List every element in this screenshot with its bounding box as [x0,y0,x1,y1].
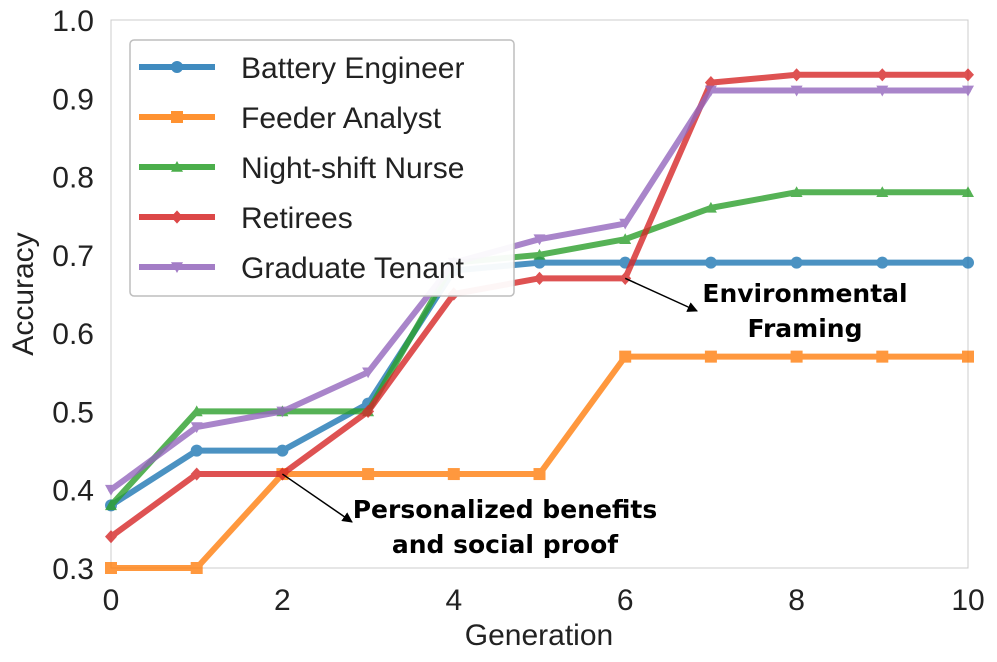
annotation-arrow [624,277,698,312]
data-point [962,256,974,269]
legend-item [139,161,215,172]
legend-label: Battery Engineer [241,52,464,85]
data-point [790,85,803,97]
data-point [533,468,546,481]
data-point [105,562,117,574]
data-point [790,350,803,363]
y-tick-label: 0.3 [52,553,94,586]
legend-item [139,262,215,273]
data-point [962,85,974,97]
data-point [105,499,117,511]
legend-label: Night-shift Nurse [241,152,464,185]
data-point [362,468,375,481]
data-point [962,350,974,363]
legend-marker [171,262,183,273]
legend-marker [171,111,183,123]
legend-item [139,111,215,123]
legend-label: Retirees [241,202,353,235]
y-tick-label: 0.6 [52,318,94,351]
data-point [105,484,117,496]
y-tick-label: 1.0 [52,5,94,38]
data-point [362,404,375,419]
data-point [704,201,717,213]
data-point [105,530,117,544]
data-point [962,186,974,198]
y-tick-label: 0.9 [52,83,94,116]
data-point [704,256,717,269]
x-tick-label: 2 [274,584,291,617]
data-point [962,68,974,82]
data-point [447,468,460,481]
data-point [790,256,803,269]
data-point [876,85,889,97]
data-point [876,68,889,82]
annotation-label: Framing [748,314,863,343]
annotation-label: and social proof [392,530,619,559]
legend-marker [171,61,183,73]
x-tick-label: 8 [788,584,805,617]
annotation-label: Personalized benefits [353,495,658,524]
data-point [619,350,632,363]
legend-marker [171,161,183,172]
y-tick-label: 0.8 [52,162,94,195]
data-point [704,76,717,90]
data-point [533,271,546,285]
legend-box [129,39,515,297]
data-point [533,256,546,269]
data-point [190,467,203,481]
legend-marker [171,210,183,224]
data-point [190,562,203,574]
data-point [276,444,289,457]
data-point [276,406,289,418]
data-point [619,233,632,244]
y-axis: 0.3 0.4 0.5 0.6 0.7 0.8 0.9 1.0 [52,5,94,586]
data-point [704,350,717,363]
y-axis-title: Accuracy [7,232,40,355]
data-point [619,218,632,230]
data-point [876,350,889,363]
x-tick-label: 4 [445,584,462,617]
data-point [876,186,889,198]
data-point [533,234,546,246]
data-point [190,422,203,434]
legend-item [139,61,215,73]
y-tick-label: 0.5 [52,396,94,429]
annotation-layer: Personalized benefits and social proof Env… [281,277,908,559]
x-axis-title: Generation [465,619,613,652]
legend-item [139,210,215,224]
legend-label: Graduate Tenant [241,252,465,285]
data-point [790,186,803,198]
legend-label: Feeder Analyst [241,102,442,135]
data-point [190,405,203,417]
x-tick-label: 0 [103,584,120,617]
x-tick-label: 10 [951,584,984,617]
data-point [704,85,717,97]
series-graduate-tenant [105,85,974,496]
y-tick-label: 0.7 [52,240,94,273]
data-point [876,256,889,269]
annotation-arrow [281,473,353,523]
y-tick-label: 0.4 [52,475,94,508]
x-tick-label: 6 [617,584,634,617]
annotation-label: Environmental [702,279,907,308]
data-point [533,248,546,260]
data-point [362,367,375,379]
data-point [790,68,803,82]
legend: Battery Engineer Feeder Analyst Night-shif… [129,39,515,297]
x-axis: 0 2 4 6 8 10 [103,584,985,617]
data-point [190,444,203,457]
